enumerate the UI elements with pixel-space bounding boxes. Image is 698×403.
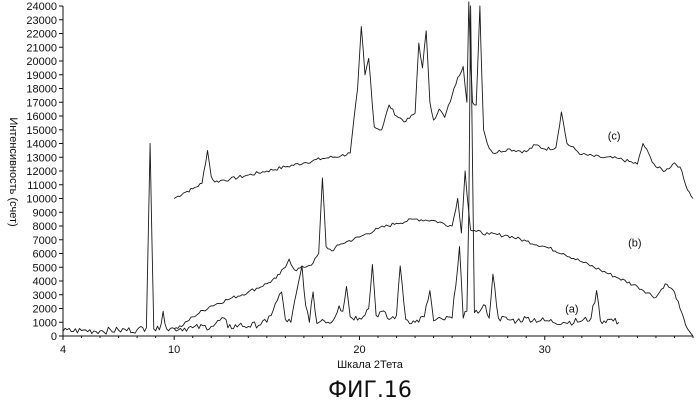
series-labels: (c) (b) (a)	[565, 130, 641, 315]
y-tick-label: 19000	[26, 70, 57, 82]
y-tick-label: 3000	[33, 290, 57, 302]
y-tick-label: 1000	[33, 317, 57, 329]
y-tick-label: 20000	[26, 56, 57, 68]
y-tick-label: 17000	[26, 97, 57, 109]
y-tick-label: 9000	[33, 207, 57, 219]
y-axis-title: Интенсивность (счет)	[7, 117, 19, 226]
series-line-c	[174, 2, 693, 199]
x-tick-label: 30	[539, 344, 551, 356]
x-tick-label: 20	[353, 344, 365, 356]
y-tick-label: 0	[51, 331, 57, 343]
series-group	[63, 2, 693, 336]
series-label-c: (c)	[608, 130, 621, 142]
y-tick-label: 4000	[33, 276, 57, 288]
y-tick-label: 15000	[26, 125, 57, 137]
y-tick-label: 24000	[26, 1, 57, 13]
y-tick-label: 2000	[33, 304, 57, 316]
y-tick-label: 6000	[33, 249, 57, 261]
x-axis: 4 10 20 30	[60, 336, 693, 356]
y-tick-label: 8000	[33, 221, 57, 233]
figure-caption: ФИГ.16	[328, 378, 412, 403]
y-tick-label: 22000	[26, 29, 57, 41]
y-tick-label: 21000	[26, 42, 57, 54]
y-tick-label: 23000	[26, 15, 57, 27]
x-tick-label: 10	[168, 344, 180, 356]
x-tick-label: 4	[60, 344, 66, 356]
y-tick-label: 5000	[33, 262, 57, 274]
y-axis: 0100020003000400050006000700080009000100…	[26, 1, 63, 343]
x-axis-title: Шкала 2Тета	[337, 359, 404, 371]
y-tick-label: 18000	[26, 84, 57, 96]
y-tick-label: 12000	[26, 166, 57, 178]
y-tick-label: 14000	[26, 139, 57, 151]
y-tick-label: 16000	[26, 111, 57, 123]
y-tick-label: 13000	[26, 152, 57, 164]
series-line-a	[63, 6, 619, 334]
y-tick-label: 10000	[26, 194, 57, 206]
series-label-a: (a)	[565, 304, 578, 316]
series-line-b	[174, 171, 693, 336]
y-tick-label: 7000	[33, 235, 57, 247]
y-tick-label: 11000	[27, 180, 57, 192]
series-label-b: (b)	[628, 238, 641, 250]
